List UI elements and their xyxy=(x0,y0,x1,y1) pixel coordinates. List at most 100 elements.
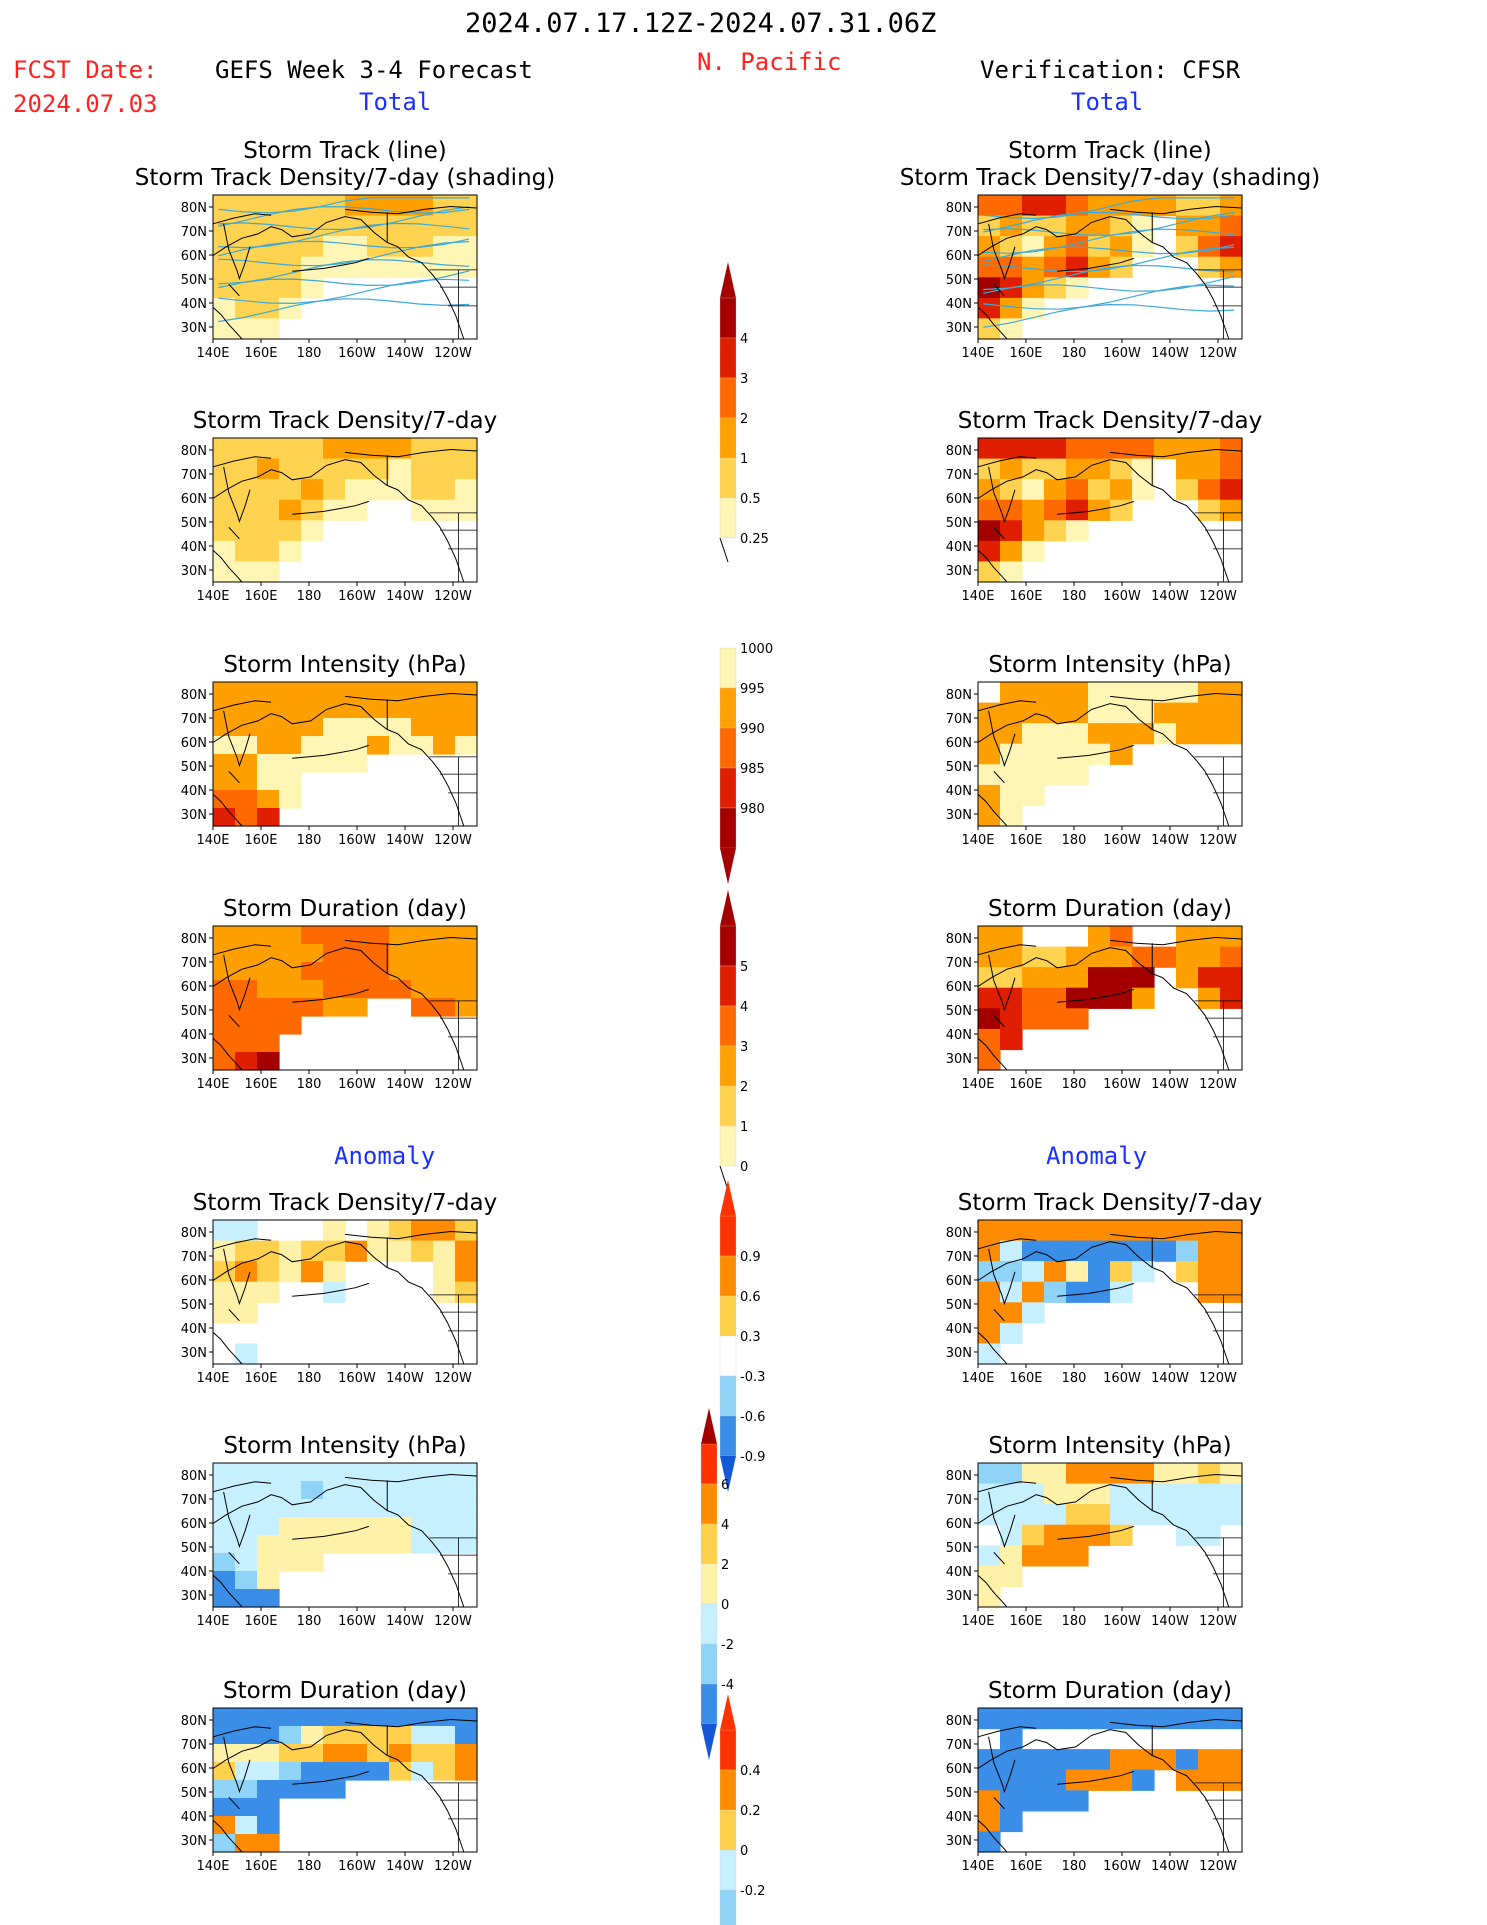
x-tick-label: 160E xyxy=(1009,1614,1042,1629)
heatmap-cell xyxy=(279,1261,302,1283)
heatmap-cell xyxy=(301,1744,324,1763)
heatmap-cell xyxy=(213,1553,236,1572)
coastline xyxy=(228,283,240,297)
heatmap-cell xyxy=(367,256,390,278)
heatmap-cell xyxy=(257,1571,280,1590)
x-tick-label: 160E xyxy=(244,589,277,604)
heatmap-cell xyxy=(1022,1749,1045,1771)
heatmap-cell xyxy=(411,1220,434,1242)
heatmap-cell xyxy=(345,1535,368,1554)
heatmap-cell xyxy=(1044,1281,1067,1303)
heatmap-cell xyxy=(455,682,478,701)
y-tick-label: 60N xyxy=(946,249,972,264)
heatmap-cell xyxy=(323,195,346,217)
heatmap-cell xyxy=(213,1726,236,1745)
coastline xyxy=(1057,1770,1134,1785)
heatmap-cell xyxy=(279,1517,302,1536)
heatmap-cell xyxy=(213,1302,236,1324)
storm-track-line xyxy=(218,298,470,323)
heatmap-cell xyxy=(1198,1281,1221,1303)
heatmap-cell xyxy=(1000,458,1023,480)
colorbar-label: 0.3 xyxy=(740,1330,761,1345)
heatmap-cell xyxy=(1000,479,1023,501)
heatmap-cell xyxy=(1198,1240,1221,1262)
colorbar-segment xyxy=(719,965,737,1007)
y-tick-label: 80N xyxy=(946,201,972,216)
heatmap-cell xyxy=(235,998,258,1017)
coastline xyxy=(977,700,1037,712)
heatmap-cell xyxy=(1066,499,1089,521)
heatmap-cell xyxy=(213,1744,236,1763)
heatmap-cell xyxy=(1022,1220,1045,1242)
colorbar-label: 1000 xyxy=(740,642,773,657)
heatmap-cell xyxy=(323,458,346,480)
coastline xyxy=(212,459,465,583)
x-tick-label: 140W xyxy=(386,1371,424,1386)
coastline xyxy=(993,770,1005,784)
heatmap-cell xyxy=(1022,1790,1045,1812)
storm-track-line xyxy=(983,284,1235,310)
heatmap-cell xyxy=(455,1744,478,1763)
x-tick-label: 120W xyxy=(1199,589,1237,604)
heatmap-cell xyxy=(1066,987,1089,1009)
coastline xyxy=(977,1238,1037,1250)
storm-track-line xyxy=(983,211,1235,233)
heatmap-cell xyxy=(1220,195,1243,217)
colorbar-segment xyxy=(719,727,737,769)
heatmap-cell xyxy=(1000,1504,1023,1526)
heatmap-cell xyxy=(978,967,1001,989)
heatmap-cell xyxy=(235,754,258,773)
heatmap-cell xyxy=(367,1481,390,1500)
y-tick-label: 50N xyxy=(181,273,207,288)
map-frame xyxy=(212,1462,478,1608)
y-tick-label: 40N xyxy=(181,297,207,312)
x-tick-label: 140E xyxy=(961,346,994,361)
heatmap-cell xyxy=(367,962,390,981)
heatmap-cell xyxy=(257,561,280,583)
heatmap-cell xyxy=(1088,438,1111,460)
y-tick-label: 60N xyxy=(181,736,207,751)
y-tick-label: 70N xyxy=(946,712,972,727)
colorbar-segment xyxy=(719,767,737,809)
y-tick-label: 70N xyxy=(946,1250,972,1265)
heatmap-cell xyxy=(323,1481,346,1500)
panel-title: Storm Intensity (hPa) xyxy=(223,1433,466,1459)
panel-title: Storm Intensity (hPa) xyxy=(223,652,466,678)
y-tick-label: 60N xyxy=(181,1762,207,1777)
heatmap-cell xyxy=(978,1769,1001,1791)
x-tick-label: 160W xyxy=(1103,346,1141,361)
y-tick-label: 60N xyxy=(946,1274,972,1289)
y-tick-label: 50N xyxy=(181,1004,207,1019)
coastline xyxy=(228,1796,240,1810)
heatmap-cell xyxy=(1000,236,1023,258)
coastline xyxy=(223,1491,251,1549)
heatmap-cell xyxy=(213,297,236,320)
heatmap-cell xyxy=(1000,1008,1023,1030)
heatmap-cell xyxy=(1044,236,1067,258)
heatmap-cell xyxy=(1066,1220,1089,1242)
heatmap-cell xyxy=(389,1240,412,1262)
map-panel-forecast-duration: 140E 160E 180 160W 140W 120W 80N 70N 60N 50N 40N 30… xyxy=(181,896,478,1092)
heatmap-cell xyxy=(279,772,302,791)
colorbar-label: -0.3 xyxy=(740,1370,765,1385)
x-tick-label: 160W xyxy=(1103,589,1141,604)
x-tick-label: 160W xyxy=(1103,1077,1141,1092)
heatmap-cell xyxy=(257,1481,280,1500)
x-tick-label: 160E xyxy=(244,833,277,848)
heatmap-cell xyxy=(1000,438,1023,460)
colorbar-label: -0.9 xyxy=(740,1450,765,1465)
heatmap-cell xyxy=(301,1517,324,1536)
heatmap-cell xyxy=(1066,967,1089,989)
heatmap-cell xyxy=(235,772,258,791)
colorbar-label: 0.25 xyxy=(740,532,769,547)
heatmap-cell xyxy=(1220,236,1243,258)
coastline xyxy=(977,306,1008,340)
colorbar-segment xyxy=(700,1563,718,1605)
heatmap-cell xyxy=(1088,236,1111,258)
heatmap-cell xyxy=(1000,1749,1023,1771)
heatmap-cell xyxy=(367,1726,390,1745)
heatmap-cell xyxy=(213,682,236,701)
heatmap-cell xyxy=(301,1762,324,1781)
coastline xyxy=(993,283,1005,297)
heatmap-cell xyxy=(257,700,280,719)
